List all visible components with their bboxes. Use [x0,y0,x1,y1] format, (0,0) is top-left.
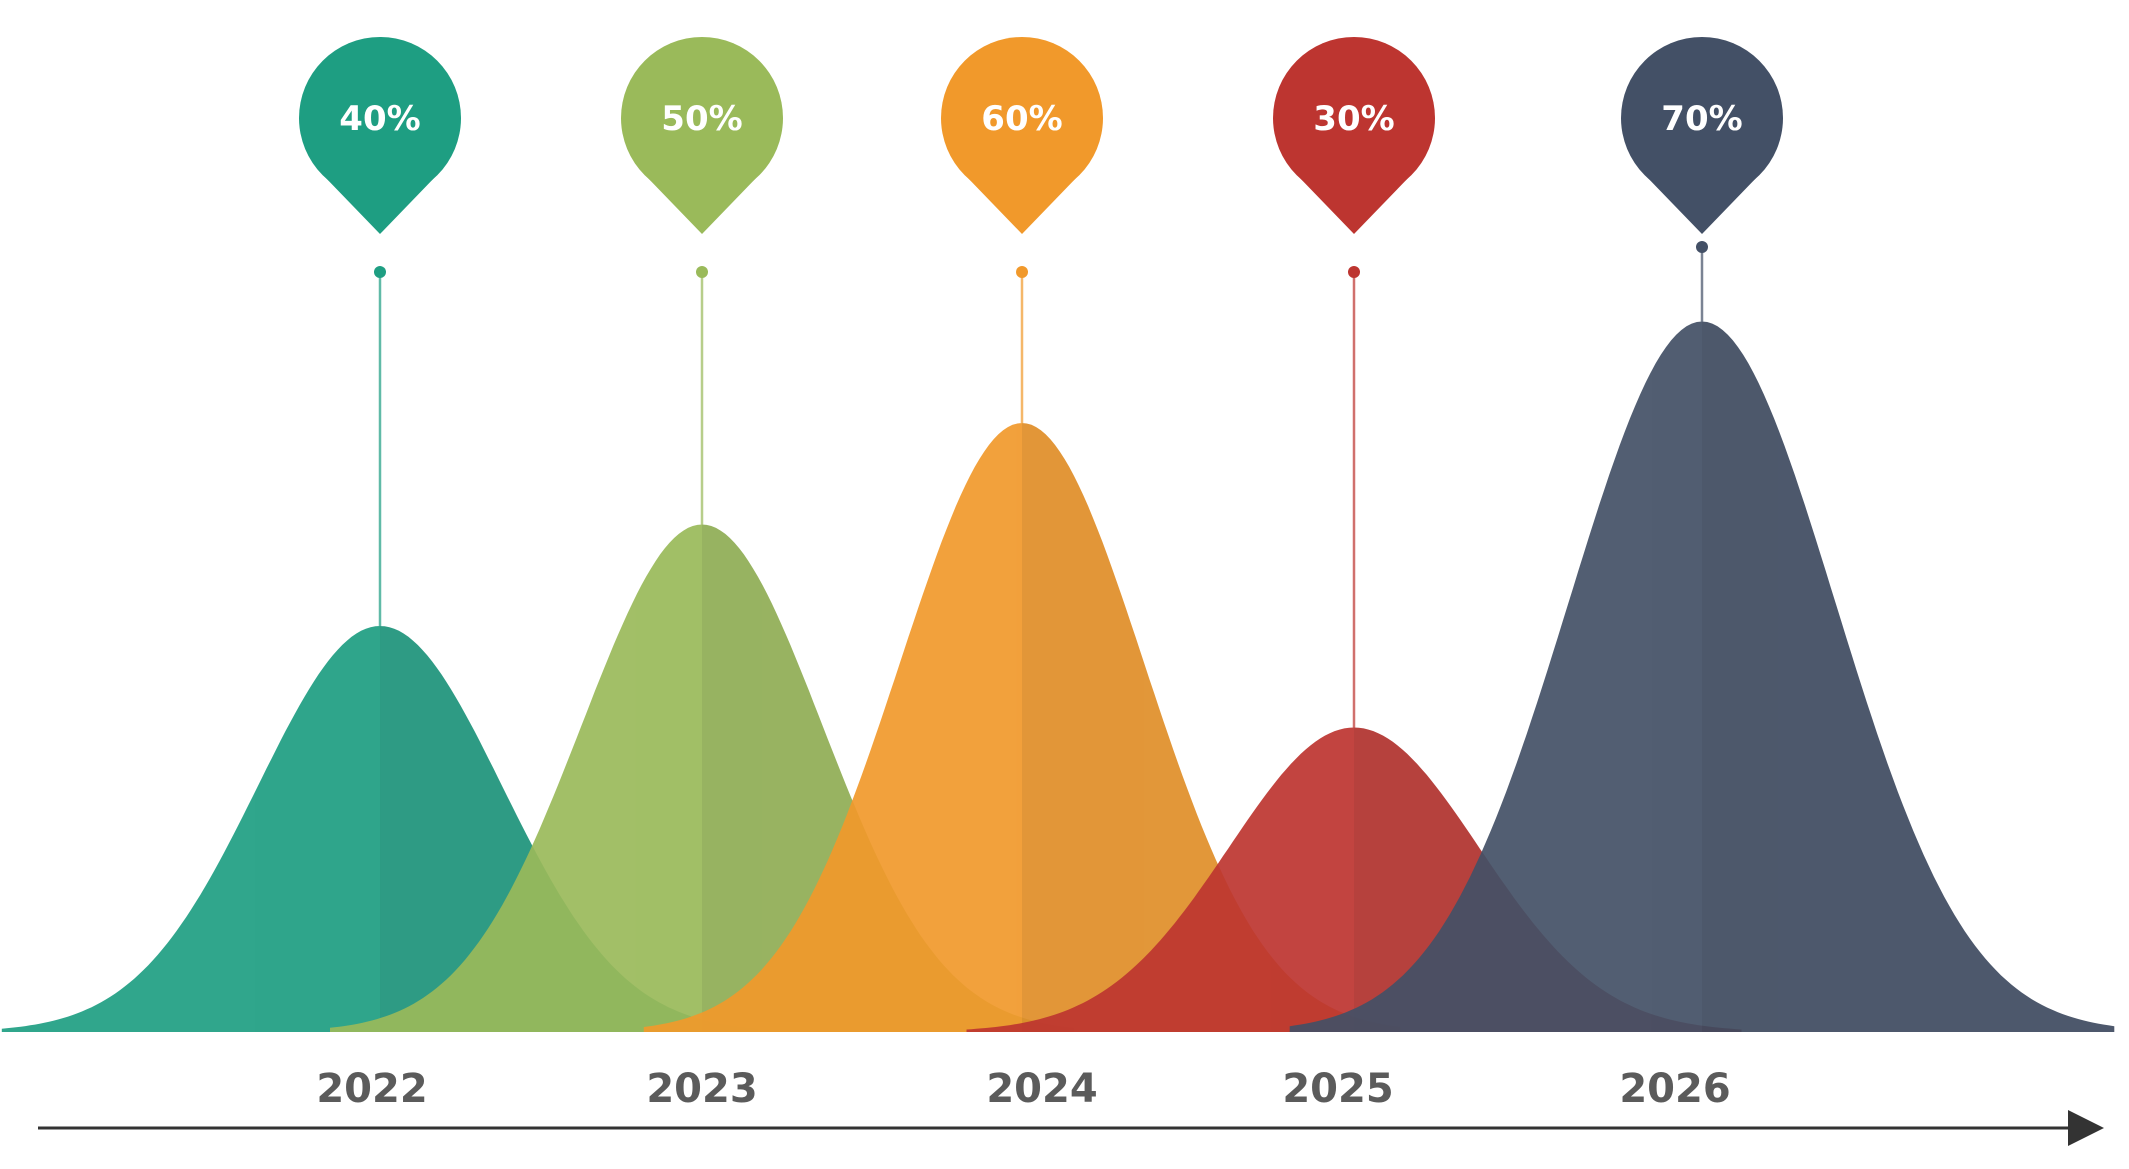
pin-head [1273,37,1435,199]
year-label-2023: 2023 [646,1066,757,1112]
curve-left-half [643,423,1022,1032]
curve-2024 [643,423,1401,1032]
pin-point [1645,175,1759,234]
year-label-2024: 2024 [986,1066,1097,1112]
pins-layer: 40% 50% 60% 30% 70% [299,37,1783,234]
stem-dot-2024 [1016,266,1028,278]
pin-head [299,37,461,199]
pin-2026: 70% [1621,37,1783,234]
pin-head [1621,37,1783,199]
stems-layer [374,241,1708,728]
pin-2024: 60% [941,37,1103,234]
curve-right-half [1022,423,1401,1032]
pin-point [965,175,1079,234]
stem-dot-2022 [374,266,386,278]
pin-head [621,37,783,199]
curve-right-half [1702,321,2115,1032]
pin-2022: 40% [299,37,461,234]
pin-2025: 30% [1273,37,1435,234]
stem-dot-2026 [1696,241,1708,253]
stem-dot-2025 [1348,266,1360,278]
curve-left-half [1289,321,1702,1032]
pin-head [941,37,1103,199]
stem-dot-2023 [696,266,708,278]
year-label-2025: 2025 [1282,1066,1393,1112]
curve-left-half [966,727,1354,1032]
pin-value-label: 30% [1313,99,1394,139]
pin-point [645,175,759,234]
pin-value-label: 40% [339,99,420,139]
pin-value-label: 70% [1661,99,1742,139]
pin-value-label: 50% [661,99,742,139]
pin-point [323,175,437,234]
curve-2022 [1,626,759,1032]
curve-left-half [330,524,702,1032]
pin-2023: 50% [621,37,783,234]
curve-2023 [330,524,1074,1032]
curve-2026 [1289,321,2115,1032]
pin-value-label: 60% [981,99,1062,139]
year-label-2022: 2022 [316,1066,427,1112]
curve-right-half [380,626,759,1032]
pin-point [1297,175,1411,234]
curve-left-half [1,626,381,1032]
year-labels-layer: 2022 2023 2024 2025 2026 [316,1066,1730,1112]
year-label-2026: 2026 [1619,1066,1730,1112]
curves-layer [1,321,2115,1032]
curve-right-half [702,524,1074,1032]
